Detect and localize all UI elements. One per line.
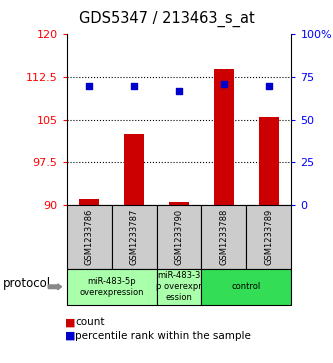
Bar [214, 69, 234, 205]
Text: protocol: protocol [3, 277, 52, 290]
Text: control: control [232, 282, 261, 291]
Text: miR-483-3
p overexpr
ession: miR-483-3 p overexpr ession [156, 271, 202, 302]
Bar [169, 202, 189, 205]
Text: ■: ■ [65, 317, 76, 327]
Point [266, 83, 272, 89]
Text: miR-483-5p
overexpression: miR-483-5p overexpression [79, 277, 144, 297]
Text: GDS5347 / 213463_s_at: GDS5347 / 213463_s_at [79, 11, 254, 27]
Bar [79, 199, 99, 205]
Text: count: count [75, 317, 105, 327]
Text: GSM1233788: GSM1233788 [219, 209, 228, 265]
Point [176, 88, 182, 94]
Point [221, 81, 227, 87]
Text: GSM1233789: GSM1233789 [264, 209, 273, 265]
Text: ■: ■ [65, 331, 76, 341]
Text: GSM1233787: GSM1233787 [130, 209, 139, 265]
Bar [259, 117, 279, 205]
Text: GSM1233790: GSM1233790 [174, 209, 183, 265]
Text: GSM1233786: GSM1233786 [85, 209, 94, 265]
Bar [124, 134, 144, 205]
Text: percentile rank within the sample: percentile rank within the sample [75, 331, 251, 341]
Point [87, 83, 92, 89]
Point [132, 83, 137, 89]
